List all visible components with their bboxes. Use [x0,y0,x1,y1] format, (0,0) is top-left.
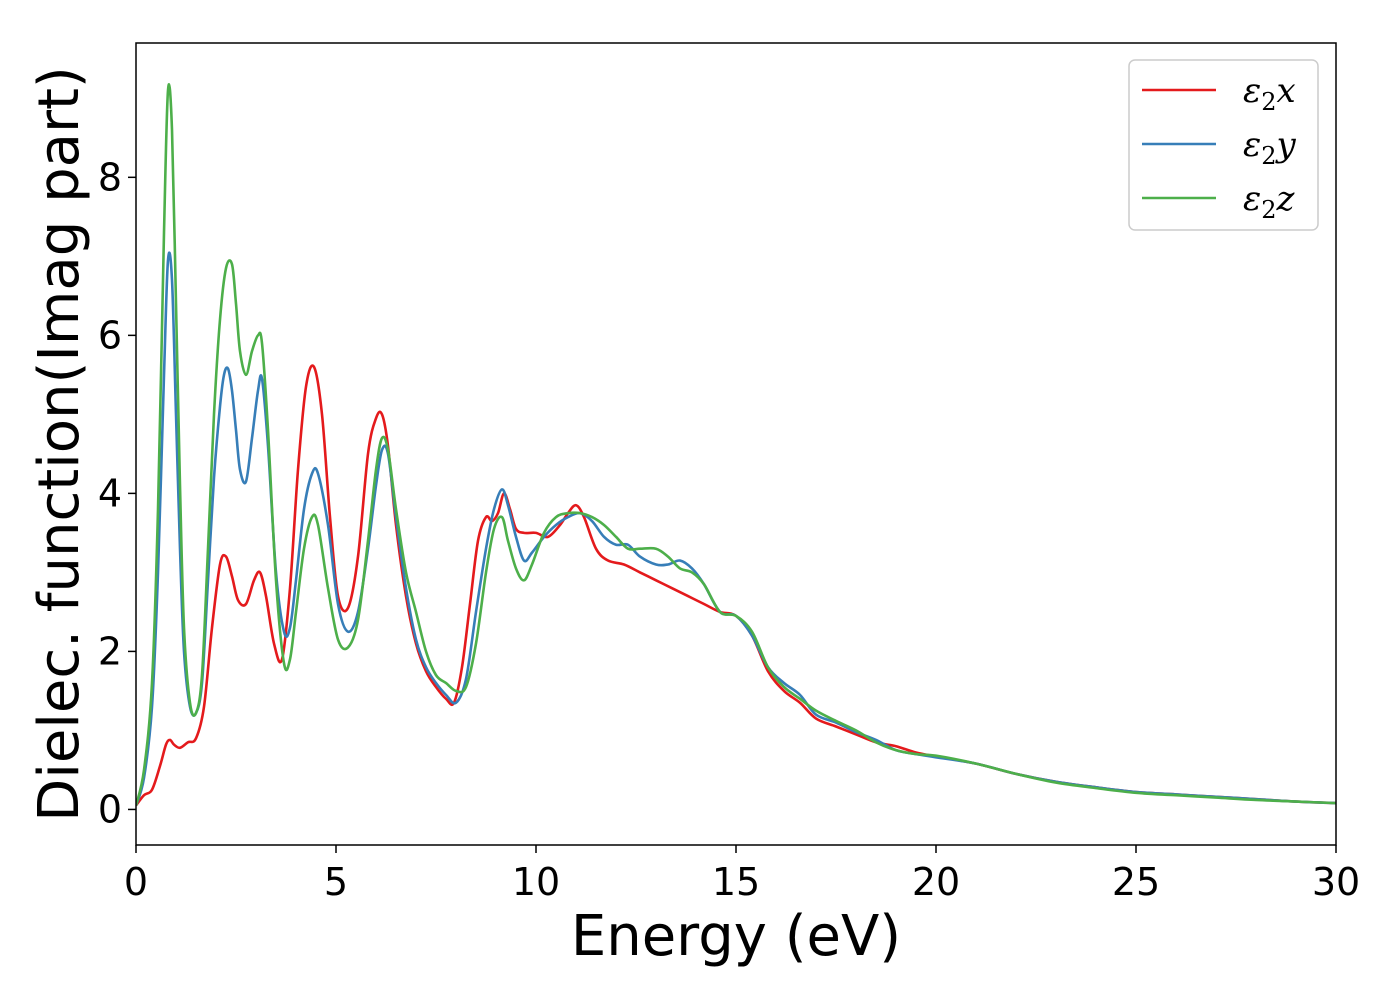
x-tick-label: 0 [124,860,148,904]
y-tick-label: 6 [98,313,122,357]
x-tick-label: 10 [512,860,560,904]
series-line-y [136,251,1336,806]
series-line-z [136,83,1336,806]
x-axis-label: Energy (eV) [571,904,901,969]
legend: ε2x ε2y ε2z [1128,59,1319,231]
x-tick-label: 25 [1112,860,1160,904]
y-axis-label: Dielec. function(Imag part) [27,66,92,822]
y-tick-label: 2 [98,629,122,673]
y-tick-label: 8 [98,155,122,199]
y-tick-label: 0 [98,787,122,831]
legend-label-z: ε2z [1243,179,1296,224]
x-tick-label: 15 [712,860,760,904]
x-tick-label: 5 [324,860,348,904]
series-line-x [136,364,1336,807]
legend-label-y: ε2y [1243,125,1297,170]
y-axis-ticks: 0 2 4 6 8 [98,155,136,831]
series-layer [136,83,1336,807]
legend-box [1128,59,1319,231]
x-tick-label: 20 [912,860,960,904]
x-tick-label: 30 [1312,860,1360,904]
y-tick-label: 4 [98,471,122,515]
x-axis-ticks: 0 5 10 15 20 25 30 [124,845,1360,904]
legend-label-x: ε2x [1243,71,1296,116]
